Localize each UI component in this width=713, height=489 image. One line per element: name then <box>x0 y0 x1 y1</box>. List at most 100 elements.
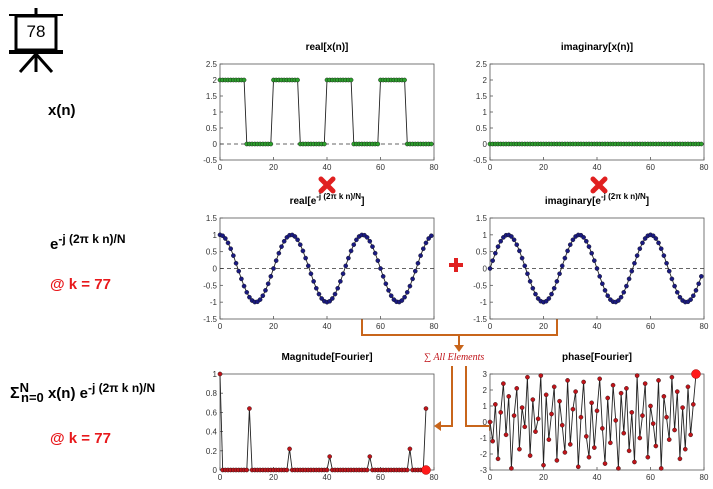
slide-number-easel: 78 <box>6 6 66 76</box>
y-tick-label: 1.5 <box>206 214 218 223</box>
label-k-value-2: @ k = 77 <box>50 430 111 447</box>
data-point <box>228 246 234 252</box>
y-tick-label: -0.5 <box>203 281 217 290</box>
exp-power: -j (2π k n)/N <box>58 232 126 246</box>
data-point <box>637 435 643 441</box>
data-point <box>567 442 573 447</box>
data-point <box>233 260 239 266</box>
data-point <box>533 291 538 297</box>
data-point <box>586 454 592 460</box>
data-point <box>642 381 648 386</box>
data-point <box>378 266 383 271</box>
data-point <box>527 279 533 284</box>
data-point <box>498 238 504 244</box>
data-point <box>404 290 410 295</box>
data-point <box>674 290 680 295</box>
x-tick-label: 40 <box>593 163 602 172</box>
sum-body: x(n) e <box>47 385 88 402</box>
data-point <box>624 283 629 289</box>
data-point <box>551 384 557 390</box>
x-tick-label: 20 <box>539 322 548 331</box>
data-point <box>519 405 525 410</box>
y-tick-label: -3 <box>480 466 488 475</box>
data-point <box>629 268 635 274</box>
data-point <box>602 288 608 293</box>
data-point <box>573 389 578 394</box>
data-point <box>220 233 225 239</box>
data-point <box>669 276 675 282</box>
data-point <box>327 454 332 459</box>
data-point <box>527 453 533 458</box>
data-point <box>223 236 228 241</box>
data-point <box>268 274 274 279</box>
data-point <box>348 77 354 83</box>
chart-title: real[x(n)] <box>306 42 349 53</box>
data-point <box>554 279 560 284</box>
data-point <box>605 395 610 401</box>
y-tick-label: 0.5 <box>206 124 218 133</box>
chart-magnitude-fourier: Magnitude[Fourier] 1 0.8 0.6 0.4 0.2 00 20 40 60 8… <box>206 352 439 482</box>
data-point <box>412 268 418 274</box>
data-point <box>567 242 573 247</box>
data-point <box>426 236 431 241</box>
y-tick-label: 2 <box>483 386 488 395</box>
data-point <box>559 422 565 428</box>
data-point <box>522 263 528 269</box>
data-point <box>319 296 324 301</box>
x-tick-label: 0 <box>488 163 493 172</box>
data-point <box>530 285 536 291</box>
y-tick-label: 1.5 <box>476 92 488 101</box>
data-point <box>618 390 624 396</box>
highlight-point <box>691 369 701 379</box>
data-point <box>519 255 525 261</box>
multiply-icon <box>590 176 608 194</box>
label-xn: x(n) <box>48 102 76 119</box>
y-tick-label: 0 <box>483 265 488 274</box>
data-point <box>648 403 653 409</box>
data-point <box>562 450 568 455</box>
data-point <box>592 258 597 263</box>
data-point <box>543 298 549 304</box>
series-line <box>489 373 697 469</box>
data-point <box>503 432 509 438</box>
y-tick-label: 1 <box>483 402 488 411</box>
data-point <box>559 263 565 269</box>
data-point <box>383 281 389 287</box>
y-tick-label: 1.5 <box>206 92 218 101</box>
data-point <box>626 276 632 282</box>
data-point <box>241 77 247 83</box>
data-point <box>495 244 501 249</box>
plot-frame <box>219 373 435 471</box>
data-point <box>600 426 605 431</box>
data-point <box>632 260 637 266</box>
data-point <box>314 285 319 291</box>
data-point <box>514 242 520 247</box>
data-point <box>589 400 594 406</box>
data-point <box>493 402 498 407</box>
data-point <box>295 77 300 83</box>
sum-upper: N <box>19 380 29 395</box>
data-point <box>666 437 672 442</box>
data-point <box>380 274 386 279</box>
y-tick-label: -0.5 <box>473 281 487 290</box>
data-point <box>570 406 576 412</box>
data-point <box>388 293 394 299</box>
data-point <box>364 467 370 473</box>
y-tick-label: 2 <box>483 76 488 85</box>
data-point <box>677 456 683 462</box>
data-point <box>418 253 423 258</box>
data-point <box>685 384 691 390</box>
label-fourier-sum: ΣNn=0 x(n) e-j (2π k n)/N <box>10 380 155 405</box>
data-point <box>407 446 413 452</box>
data-point <box>690 402 696 407</box>
data-point <box>514 386 520 391</box>
data-point <box>688 297 693 302</box>
data-point <box>506 394 512 399</box>
chart-title: Magnitude[Fourier] <box>281 352 372 363</box>
data-point <box>244 290 250 295</box>
x-tick-label: 20 <box>539 163 548 172</box>
data-point <box>616 298 621 303</box>
data-point <box>658 246 664 252</box>
data-point <box>653 236 659 241</box>
y-tick-label: 0.6 <box>206 408 218 417</box>
